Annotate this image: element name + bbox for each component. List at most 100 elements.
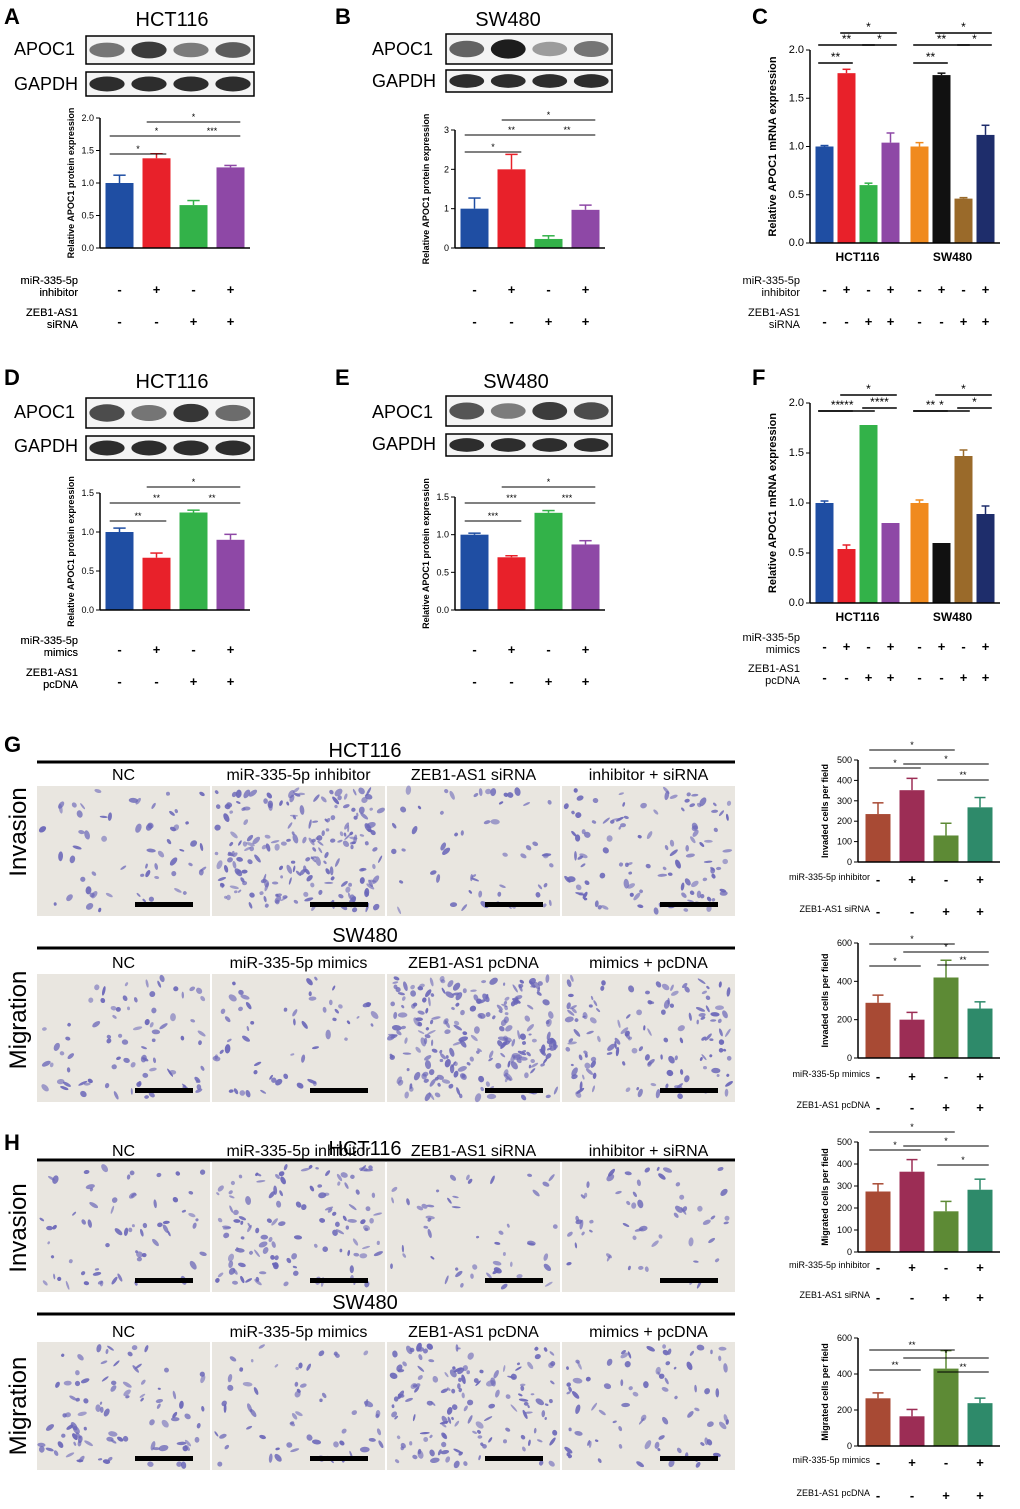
g-row1-cell-3-25 <box>549 863 554 868</box>
h-row2-cell-3-113 <box>389 1372 398 1379</box>
g-row1-scale-bar-3 <box>485 902 543 907</box>
h-row1-cell-4-47 <box>579 1219 584 1230</box>
blot-d-cell-line: HCT116 <box>136 371 209 393</box>
g-row2-cell-3-179 <box>428 1092 435 1101</box>
g-row2-cell-1-20 <box>133 997 138 1003</box>
g-row2-cell-1-41 <box>148 1091 155 1098</box>
condition-label-e-2-2: pcDNA <box>43 679 79 691</box>
g-row2-cell-4-92 <box>723 1048 727 1052</box>
g-row1-cell-2-2 <box>229 810 234 814</box>
g-row1-cell-1-60 <box>105 892 113 898</box>
g-row2-cell-4-17 <box>567 1009 575 1016</box>
g-row2-cell-4-46 <box>701 1054 707 1061</box>
g-row1-cell-2-135 <box>252 836 261 845</box>
h-row1-cell-1-33 <box>123 1227 129 1236</box>
ytick-label-e-2: 0.5 <box>436 567 449 577</box>
h-row1-cell-3-48 <box>492 1269 499 1275</box>
h-row1-cell-3-32 <box>423 1225 429 1229</box>
g-row2-cell-1-52 <box>65 1036 71 1041</box>
h-row2-cell-3-3 <box>519 1383 526 1387</box>
h-row2-cell-3-50 <box>530 1393 535 1396</box>
bar-f-g1-3 <box>859 425 878 603</box>
h-row1-cell-4-43 <box>586 1181 590 1188</box>
h-row1-cell-3-3 <box>490 1175 495 1185</box>
ytick-label-f-5: 2.0 <box>789 397 804 409</box>
h-row1-cell-2-32 <box>344 1182 349 1189</box>
h-row2-cell-4-28 <box>566 1366 569 1370</box>
sig-label-e-g1-3: * <box>547 477 551 487</box>
sign-a-r1-g1-4: + <box>227 282 235 297</box>
g-row2-cell-3-193 <box>457 1066 467 1072</box>
g-row2-cell-4-59 <box>709 1038 714 1042</box>
h-row1-cell-2-24 <box>222 1225 231 1229</box>
g-row1-cell-2-69 <box>306 874 313 882</box>
condition-label-c-1-1: miR-335-5p <box>743 275 800 287</box>
g-row1-cell-2-4 <box>215 804 221 809</box>
g-row2-cell-4-2 <box>717 1018 722 1024</box>
sign-h2-r1-g1-4: + <box>976 1455 984 1470</box>
g-row1-cell-1-52 <box>154 875 160 880</box>
sign-e-r1-g1-3: - <box>546 642 550 657</box>
g-row1-cell-2-143 <box>264 880 270 888</box>
h-row1-cell-2-31 <box>371 1192 376 1198</box>
ytick-label-c-3: 1.0 <box>789 141 804 153</box>
h-row2-cell-3-78 <box>453 1448 462 1454</box>
condition-label-d-1-2: mimics <box>44 647 79 659</box>
h-row2-cell-1-41 <box>102 1459 111 1464</box>
h-row2-cell-2-23 <box>363 1350 369 1356</box>
g-row2-cell-4-81 <box>647 1028 652 1036</box>
h-row2-cell-1-64 <box>117 1436 124 1442</box>
g-row2-cell-3-9 <box>543 1057 548 1064</box>
bar-h2-g1-3 <box>933 1368 959 1446</box>
h-row2-cell-4-68 <box>704 1388 711 1395</box>
h-row2-cell-1-29 <box>55 1381 60 1388</box>
g-row1-cell-2-14 <box>365 902 370 913</box>
g-row2-cell-4-75 <box>568 993 574 998</box>
sign-b-r2-g1-2: - <box>509 314 513 329</box>
g-row2-cell-4-105 <box>615 1046 620 1057</box>
h-row2-cell-3-9 <box>520 1434 526 1440</box>
g-row1-cell-2-66 <box>310 882 315 888</box>
g-row1-cell-4-56 <box>594 900 599 908</box>
g-row1-cell-2-179 <box>229 842 234 847</box>
h-row2-cell-3-140 <box>423 1437 429 1442</box>
g-row2-cell-2-35 <box>370 1023 374 1027</box>
g-row1-cell-4-110 <box>580 863 586 868</box>
h-row2-cell-2-28 <box>229 1356 237 1362</box>
bar-c-g1-2 <box>837 73 856 243</box>
g-row2-cell-1-56 <box>67 1022 71 1027</box>
bar-h2-g1-1 <box>865 1398 891 1446</box>
g-row1-cell-3-26 <box>543 853 549 859</box>
bar-a-g1-4 <box>216 167 245 248</box>
h-row2-cell-3-109 <box>392 1350 398 1358</box>
ytick-label-a-2: 0.5 <box>81 211 94 221</box>
h-row2-cell-4-50 <box>564 1446 573 1454</box>
g-row2-micrograph-4 <box>562 974 735 1102</box>
g-row2-cell-3-160 <box>440 979 446 984</box>
sign-b-r2-g1-4: + <box>582 314 590 329</box>
h-row1-image-label-2: miR-335-5p inhibitor <box>226 1143 371 1160</box>
blot-d-apoc1-band-2 <box>131 405 167 421</box>
g-row1-cell-4-81 <box>680 882 685 891</box>
g-row2-cell-3-153 <box>402 1052 412 1055</box>
g-row1-cell-2-175 <box>349 841 355 845</box>
g-row2-cell-1-71 <box>144 1019 150 1026</box>
g-row1-cell-2-72 <box>227 857 233 863</box>
panel-label-c: C <box>752 4 768 29</box>
g-row2-cell-2-51 <box>370 1011 379 1019</box>
g-row1-cell-4-67 <box>576 795 584 801</box>
g-row2-cell-3-177 <box>526 1051 531 1057</box>
h-row2-cell-3-103 <box>463 1405 468 1412</box>
g-row2-cell-4-101 <box>718 1048 724 1053</box>
g-row2-cell-3-54 <box>431 1048 438 1053</box>
g-row1-cell-2-102 <box>317 840 324 846</box>
sign-g1-r1-g1-4: + <box>976 872 984 887</box>
bar-e-g1-1 <box>460 534 489 610</box>
h-row2-cell-3-132 <box>429 1457 440 1463</box>
g-row2-cell-4-129 <box>576 1087 585 1094</box>
blot-b-gapdh-band-2 <box>490 74 526 88</box>
sign-f-r1-g2-2: + <box>938 639 946 654</box>
g-row1-cell-1-11 <box>80 803 86 810</box>
g-row2-cell-3-8 <box>507 1060 511 1068</box>
